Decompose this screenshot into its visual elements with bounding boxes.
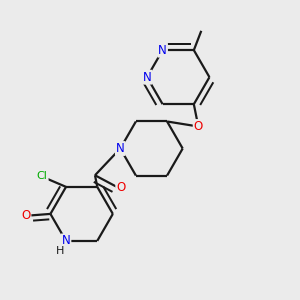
Text: O: O — [194, 120, 203, 133]
Text: N: N — [143, 71, 152, 84]
Text: H: H — [56, 246, 64, 256]
Text: O: O — [116, 181, 125, 194]
Text: N: N — [116, 142, 125, 155]
Text: N: N — [158, 44, 167, 57]
Text: O: O — [21, 209, 30, 222]
Text: Cl: Cl — [37, 171, 48, 181]
Text: N: N — [62, 234, 70, 248]
